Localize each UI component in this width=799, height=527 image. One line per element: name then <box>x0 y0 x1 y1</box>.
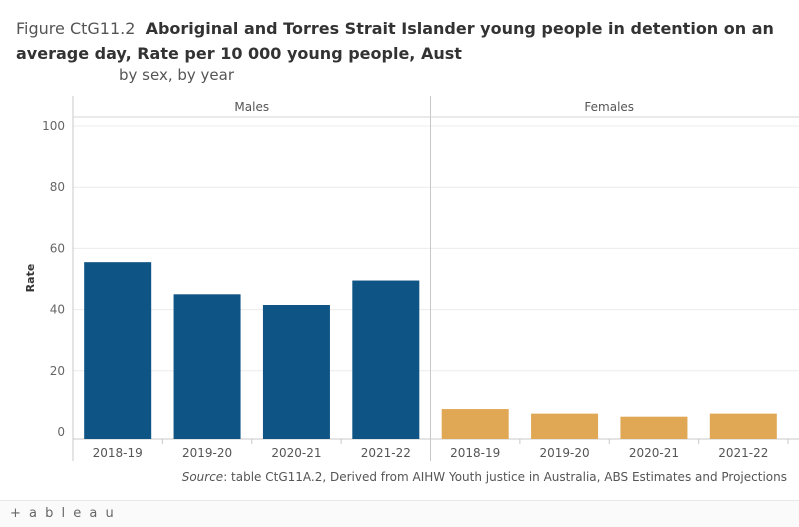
panel-header-females: Females <box>584 100 634 114</box>
bar <box>441 409 509 439</box>
figure-number: Figure CtG11.2 <box>16 19 136 38</box>
x-tick-label: 2020-21 <box>271 446 321 460</box>
tableau-footer: + a b l e a u <box>0 500 799 527</box>
source-note: Source: table CtG11A.2, Derived from AIH… <box>182 470 787 484</box>
y-tick-label: 0 <box>57 425 65 439</box>
source-label: Source <box>181 470 224 484</box>
x-tick-label: 2021-22 <box>361 446 411 460</box>
x-tick-label: 2018-19 <box>93 446 143 460</box>
y-tick-label: 40 <box>50 303 65 317</box>
bar <box>84 262 152 439</box>
panel-header-males: Males <box>234 100 269 114</box>
x-tick-label: 2021-22 <box>718 446 768 460</box>
chart-subtitle: by sex, by year <box>119 66 234 84</box>
bar <box>352 280 420 439</box>
chart-title: Figure CtG11.2 Aboriginal and Torres Str… <box>16 16 786 66</box>
figure-title-text: Aboriginal and Torres Strait Islander yo… <box>16 19 774 63</box>
y-axis-label: Rate <box>24 264 37 293</box>
x-tick-label: 2020-21 <box>629 446 679 460</box>
x-tick-label: 2018-19 <box>450 446 500 460</box>
bar <box>531 413 599 439</box>
y-tick-label: 100 <box>42 119 65 133</box>
bar <box>173 294 241 439</box>
x-tick-label: 2019-20 <box>182 446 232 460</box>
bar <box>620 416 688 439</box>
y-tick-label: 80 <box>50 180 65 194</box>
source-text: : table CtG11A.2, Derived from AIHW Yout… <box>223 470 787 484</box>
tableau-logo[interactable]: + a b l e a u <box>10 506 116 521</box>
bar-chart: 0 20 40 60 80 100 Rate Males 2018-19 2019-20 2020-… <box>24 96 799 461</box>
bar <box>262 305 330 439</box>
bar <box>709 413 777 439</box>
x-tick-label: 2019-20 <box>539 446 589 460</box>
y-tick-label: 60 <box>50 241 65 255</box>
y-tick-label: 20 <box>50 364 65 378</box>
